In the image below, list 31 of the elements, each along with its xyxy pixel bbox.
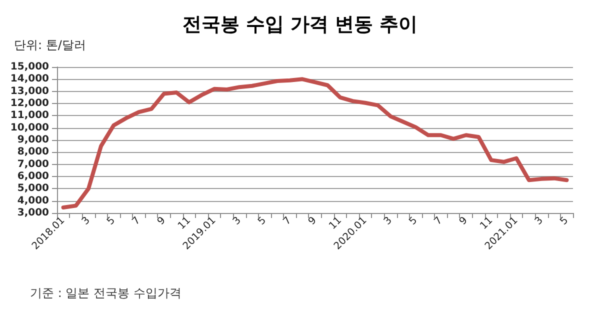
x-tick-label: 5 xyxy=(256,215,269,228)
x-tick-label: 9 xyxy=(458,215,470,228)
y-tick-label: 3,000 xyxy=(17,208,50,218)
chart-title: 전국봉 수입 가격 변동 추이 xyxy=(182,14,418,36)
x-tick-label: 7 xyxy=(281,215,294,228)
x-tick-label: 7 xyxy=(130,215,143,228)
y-tick-label: 10,000 xyxy=(10,122,50,134)
x-tick-label: 7 xyxy=(432,215,445,228)
x-tick-label: 5 xyxy=(558,215,571,228)
text: 기준 : 일본 전국봉 수입가격 xyxy=(30,286,182,300)
x-tick-label: 9 xyxy=(156,215,168,228)
x-tick-label: 9 xyxy=(306,215,319,228)
y-tick-label: 4,000 xyxy=(17,195,50,206)
x-tick-label: 5 xyxy=(105,215,118,228)
y-axis-title: 단위: 톤/달러 xyxy=(14,38,86,52)
y-tick-label: 8,000 xyxy=(17,146,50,158)
y-tick-label: 7,000 xyxy=(17,158,50,170)
y-tick-label: 11,000 xyxy=(10,110,50,122)
x-tick-label: 3 xyxy=(533,215,546,228)
y-tick-label: 12,000 xyxy=(10,98,50,109)
y-tick-label: 9,000 xyxy=(17,134,50,146)
x-tick-label: 3 xyxy=(382,215,394,228)
y-tick-label: 6,000 xyxy=(17,171,50,182)
x-tick-label: 5 xyxy=(407,215,420,228)
line-series xyxy=(61,77,569,210)
y-tick-label: 5,000 xyxy=(17,183,50,194)
x-tick-label: 3 xyxy=(231,215,244,228)
y-tick-label: 14,000 xyxy=(10,74,50,85)
y-tick-label: 15,000 xyxy=(10,62,50,72)
y-tick-label: 13,000 xyxy=(10,86,50,97)
x-tick-label: 3 xyxy=(80,215,92,228)
